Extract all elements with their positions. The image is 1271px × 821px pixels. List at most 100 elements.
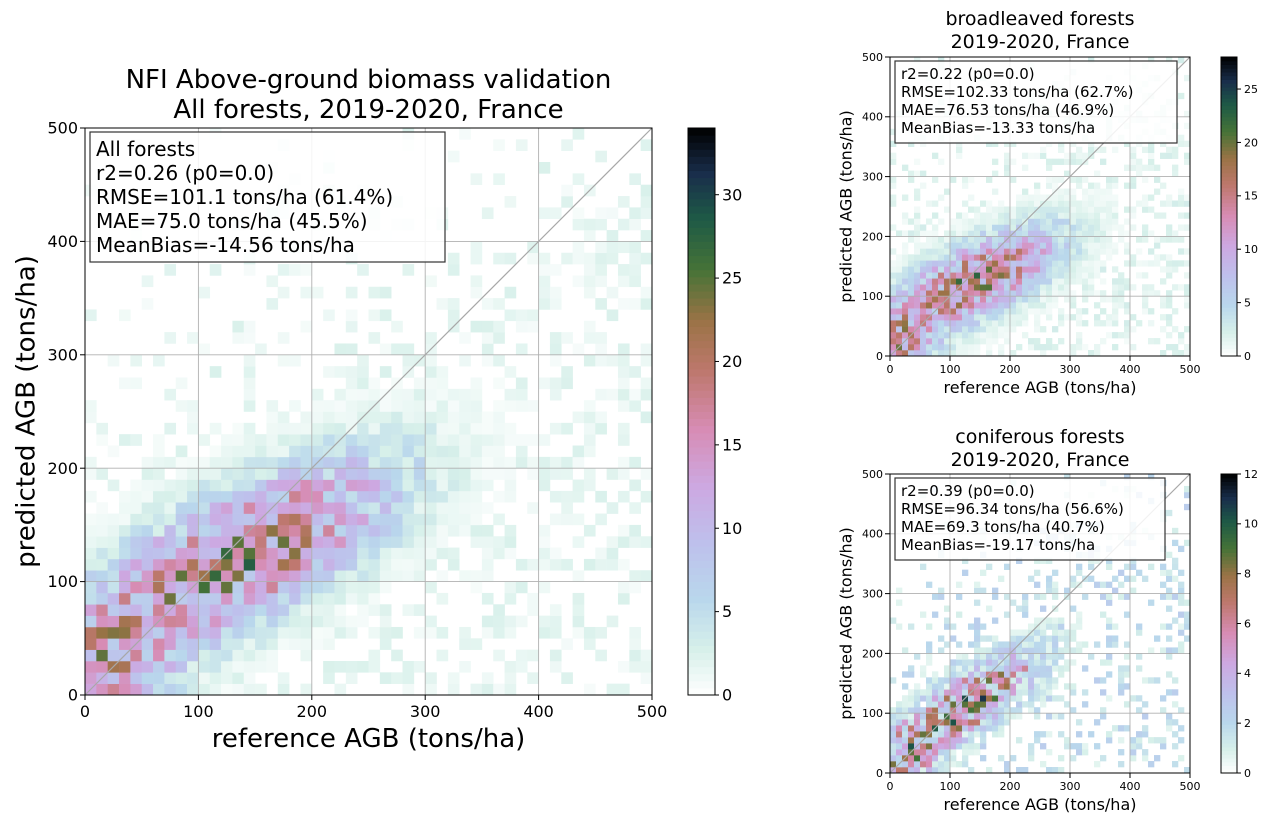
heatmap-cell xyxy=(1082,242,1089,249)
heatmap-cell xyxy=(425,468,437,480)
heatmap-cell xyxy=(1166,569,1173,576)
heatmap-cell xyxy=(164,683,177,696)
heatmap-cell xyxy=(1016,695,1023,702)
heatmap-cell xyxy=(1034,320,1041,327)
heatmap-cell xyxy=(1172,731,1179,738)
heatmap-cell xyxy=(1112,623,1119,630)
heatmap-cell xyxy=(1016,707,1023,714)
heatmap-cell xyxy=(1034,326,1041,333)
colorbar-segment xyxy=(1221,247,1237,252)
heatmap-cell xyxy=(379,422,392,435)
heatmap-cell xyxy=(300,615,313,628)
heatmap-cell xyxy=(221,592,233,605)
colorbar-segment xyxy=(1221,496,1237,501)
heatmap-cell xyxy=(902,719,909,726)
heatmap-cell xyxy=(175,649,188,662)
heatmap-cell xyxy=(1064,701,1071,708)
colorbar-segment xyxy=(1221,709,1237,714)
heatmap-cell xyxy=(277,683,290,696)
heatmap-cell xyxy=(1130,314,1137,321)
heatmap-cell xyxy=(1004,242,1011,249)
heatmap-cell xyxy=(255,434,267,446)
heatmap-cell xyxy=(1172,557,1179,564)
heatmap-cell xyxy=(85,592,97,605)
heatmap-cell xyxy=(902,731,909,738)
heatmap-cell xyxy=(1142,194,1149,201)
heatmap-cell xyxy=(1178,707,1185,714)
heatmap-cell xyxy=(998,575,1005,582)
heatmap-cell xyxy=(119,377,131,390)
heatmap-cell xyxy=(1004,158,1011,165)
heatmap-cell xyxy=(300,570,313,582)
heatmap-cell xyxy=(447,309,460,322)
colorbar-segment xyxy=(688,617,715,625)
heatmap-cell xyxy=(504,286,517,299)
heatmap-cell xyxy=(119,309,131,322)
heatmap-cell xyxy=(896,713,903,720)
heatmap-cell xyxy=(998,254,1005,261)
heatmap-cell xyxy=(1178,587,1185,594)
heatmap-cell xyxy=(914,278,921,285)
heatmap-cell xyxy=(470,468,483,480)
heatmap-cell xyxy=(1124,683,1131,690)
heatmap-cell xyxy=(1166,224,1173,231)
heatmap-cell xyxy=(1076,212,1083,219)
heatmap-cell xyxy=(1070,575,1077,582)
heatmap-cell xyxy=(974,308,981,315)
heatmap-cell xyxy=(932,689,939,696)
heatmap-cell xyxy=(300,286,313,299)
heatmap-cell xyxy=(493,536,505,548)
heatmap-cell xyxy=(209,366,222,378)
heatmap-cell xyxy=(481,320,494,333)
heatmap-cell xyxy=(1166,200,1173,207)
colorbar-segment xyxy=(1221,232,1237,237)
colorbar-segment xyxy=(1221,500,1237,505)
heatmap-cell xyxy=(992,230,999,237)
heatmap-cell xyxy=(1142,164,1149,171)
heatmap-cell xyxy=(243,434,256,446)
heatmap-cell xyxy=(1106,659,1113,666)
heatmap-cell xyxy=(164,626,177,639)
heatmap-cell xyxy=(1064,242,1071,249)
heatmap-cell xyxy=(1178,545,1185,553)
heatmap-cell xyxy=(368,422,381,435)
heatmap-cell xyxy=(902,707,909,714)
heatmap-cell xyxy=(968,266,975,273)
heatmap-cell xyxy=(107,683,120,696)
heatmap-cell xyxy=(896,731,903,738)
heatmap-cell xyxy=(289,547,301,560)
heatmap-cell xyxy=(1004,338,1011,345)
heatmap-cell xyxy=(1148,290,1155,297)
heatmap-cell xyxy=(944,725,951,732)
heatmap-cell xyxy=(187,456,199,469)
heatmap-cell xyxy=(1070,242,1077,249)
heatmap-cell xyxy=(493,320,505,333)
heatmap-cell xyxy=(1028,677,1035,684)
heatmap-cell xyxy=(1016,206,1023,213)
heatmap-cell xyxy=(617,388,630,401)
heatmap-cell xyxy=(130,649,142,662)
heatmap-cell xyxy=(956,350,963,357)
heatmap-cell xyxy=(1082,689,1089,696)
heatmap-cell xyxy=(914,719,921,726)
heatmap-cell xyxy=(493,354,505,367)
heatmap-cell xyxy=(896,701,903,708)
heatmap-cell xyxy=(629,275,641,288)
heatmap-cell xyxy=(938,248,945,255)
heatmap-cell xyxy=(1088,182,1095,189)
heatmap-cell xyxy=(311,570,324,582)
heatmap-cell xyxy=(289,422,301,435)
heatmap-cell xyxy=(932,314,939,321)
heatmap-cell xyxy=(561,638,573,650)
heatmap-cell xyxy=(1094,236,1101,243)
heatmap-cell xyxy=(902,230,909,237)
heatmap-cell xyxy=(950,230,957,237)
heatmap-cell xyxy=(1016,659,1023,666)
heatmap-cell xyxy=(561,502,573,514)
heatmap-cell xyxy=(908,755,915,762)
heatmap-cell xyxy=(1172,539,1179,547)
heatmap-cell xyxy=(391,343,403,356)
heatmap-cell xyxy=(425,683,437,696)
heatmap-cell xyxy=(345,456,358,469)
heatmap-cell xyxy=(992,635,999,642)
